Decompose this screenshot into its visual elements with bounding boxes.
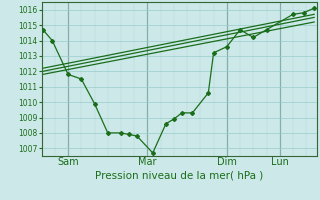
X-axis label: Pression niveau de la mer( hPa ): Pression niveau de la mer( hPa ) (95, 170, 263, 180)
